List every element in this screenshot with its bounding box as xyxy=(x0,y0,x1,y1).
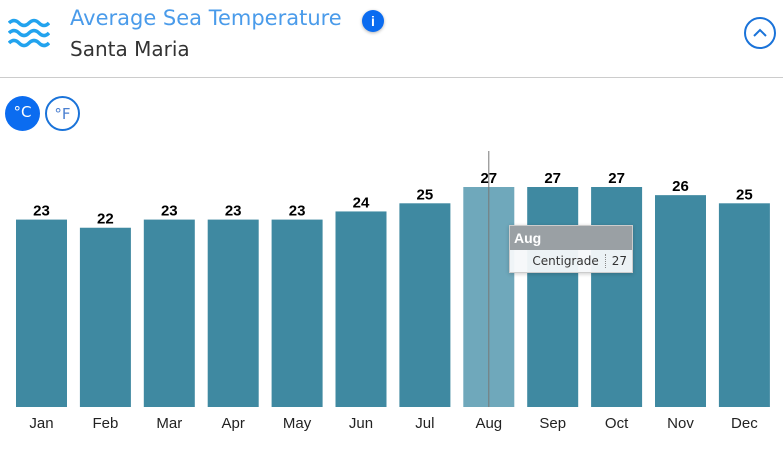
x-tick-label: Aug xyxy=(475,415,502,432)
chevron-up-icon xyxy=(753,28,767,37)
bar-feb[interactable] xyxy=(79,227,131,407)
tooltip: Aug Centigrade 27 xyxy=(509,225,633,273)
x-tick-label: Jun xyxy=(349,415,373,432)
bar-nov[interactable] xyxy=(655,195,706,407)
fahrenheit-button[interactable]: °F xyxy=(45,96,80,131)
data-label: 22 xyxy=(97,211,114,228)
tooltip-value: 27 xyxy=(611,254,627,268)
bar-mar[interactable] xyxy=(143,219,195,407)
tooltip-series: Centigrade xyxy=(532,254,606,268)
bar-sep[interactable] xyxy=(527,187,579,407)
x-tick-label: May xyxy=(283,415,312,432)
x-tick-label: Nov xyxy=(667,415,694,432)
page-title: Average Sea Temperature xyxy=(70,6,342,30)
data-label: 23 xyxy=(225,203,242,220)
data-label: 26 xyxy=(672,178,689,195)
location-subtitle: Santa Maria xyxy=(70,37,190,61)
data-label: 23 xyxy=(33,203,50,220)
data-label: 23 xyxy=(289,203,306,220)
bar-jan[interactable] xyxy=(16,219,67,407)
x-tick-label: Dec xyxy=(731,415,758,432)
x-tick-label: Feb xyxy=(92,415,118,432)
celsius-button[interactable]: °C xyxy=(5,96,40,131)
data-label: 23 xyxy=(161,203,178,220)
x-tick-label: Mar xyxy=(156,415,182,432)
collapse-button[interactable] xyxy=(744,17,776,49)
waves-icon xyxy=(8,18,50,48)
tooltip-month: Aug xyxy=(510,226,632,250)
data-label: 27 xyxy=(544,170,561,187)
chart: 23Jan22Feb23Mar23Apr23May24Jun25Jul27Aug… xyxy=(16,151,770,432)
data-label: 25 xyxy=(417,186,434,203)
bar-jul[interactable] xyxy=(399,203,451,407)
x-tick-label: Apr xyxy=(222,415,245,432)
bar-dec[interactable] xyxy=(718,203,770,407)
bar-oct[interactable] xyxy=(591,187,643,407)
data-label: 24 xyxy=(353,194,370,211)
x-tick-label: Jan xyxy=(29,415,53,432)
x-tick-label: Jul xyxy=(415,415,434,432)
x-tick-label: Sep xyxy=(539,415,566,432)
x-tick-label: Oct xyxy=(605,415,629,432)
info-icon[interactable]: i xyxy=(362,10,384,32)
data-label: 27 xyxy=(608,170,625,187)
divider xyxy=(0,77,783,78)
bar-may[interactable] xyxy=(271,219,323,407)
bar-apr[interactable] xyxy=(207,219,259,407)
bar-jun[interactable] xyxy=(335,211,387,407)
data-label: 25 xyxy=(736,186,753,203)
